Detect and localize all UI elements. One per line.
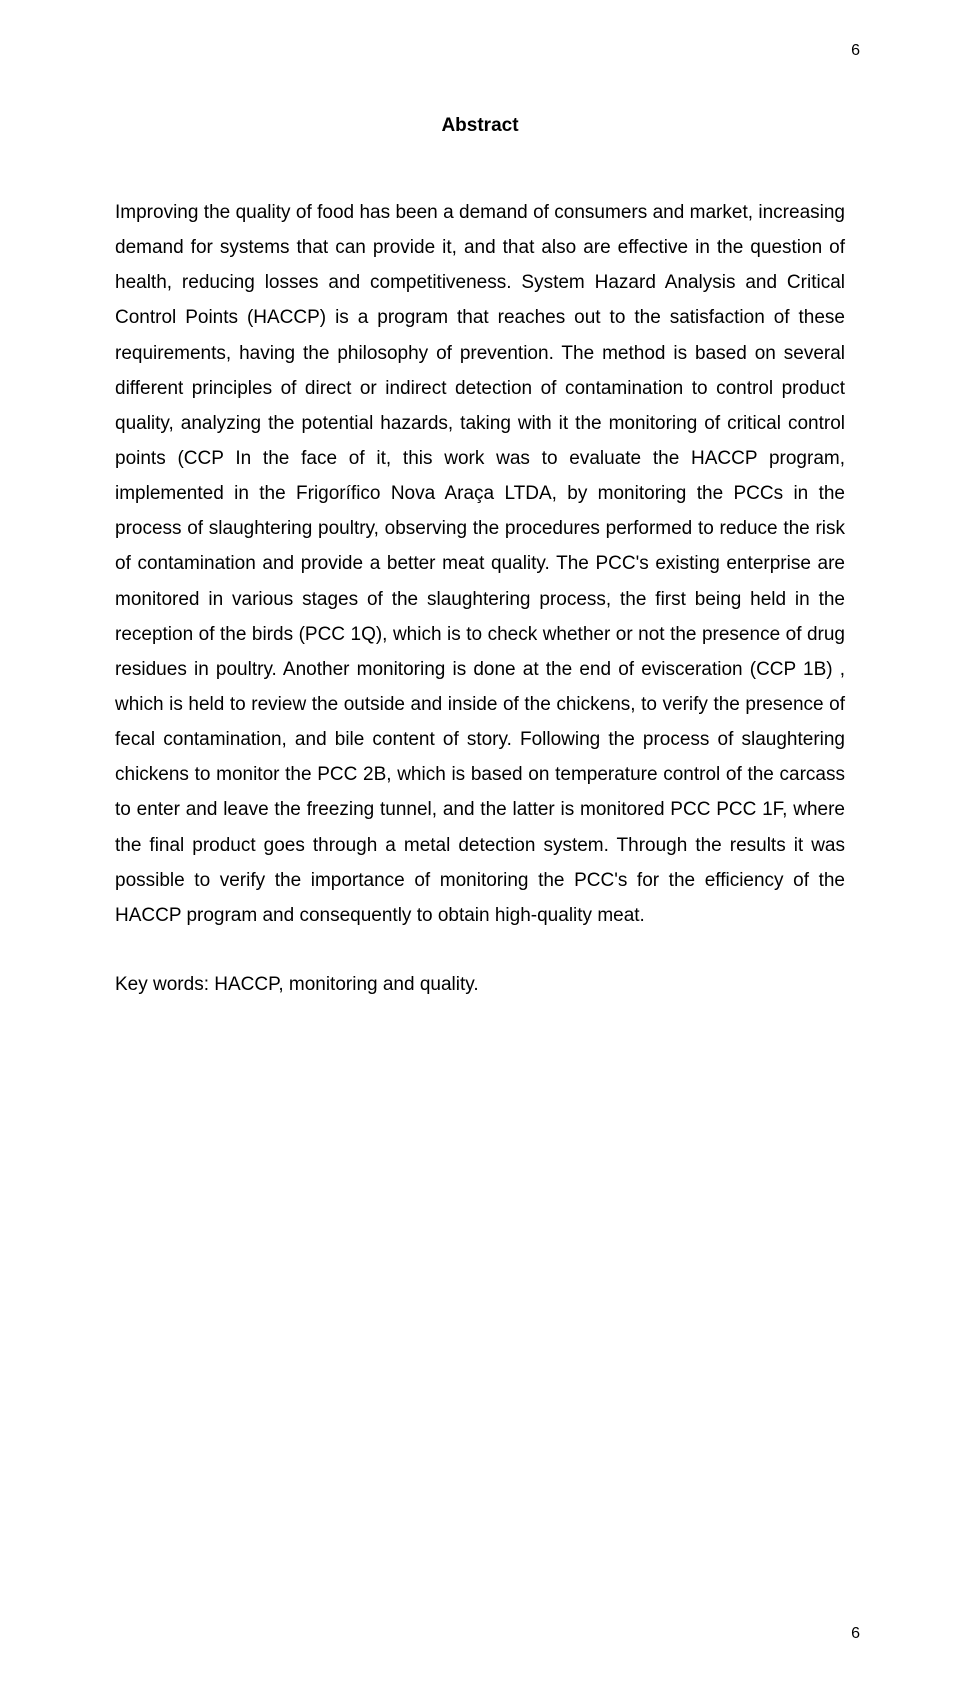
abstract-heading: Abstract [115, 115, 845, 137]
abstract-body: Improving the quality of food has been a… [115, 195, 845, 933]
page-number-bottom: 6 [851, 1625, 860, 1643]
keywords-line: Key words: HACCP, monitoring and quality… [115, 967, 845, 1002]
document-page: 6 Abstract Improving the quality of food… [0, 0, 960, 1689]
page-number-top: 6 [851, 42, 860, 60]
